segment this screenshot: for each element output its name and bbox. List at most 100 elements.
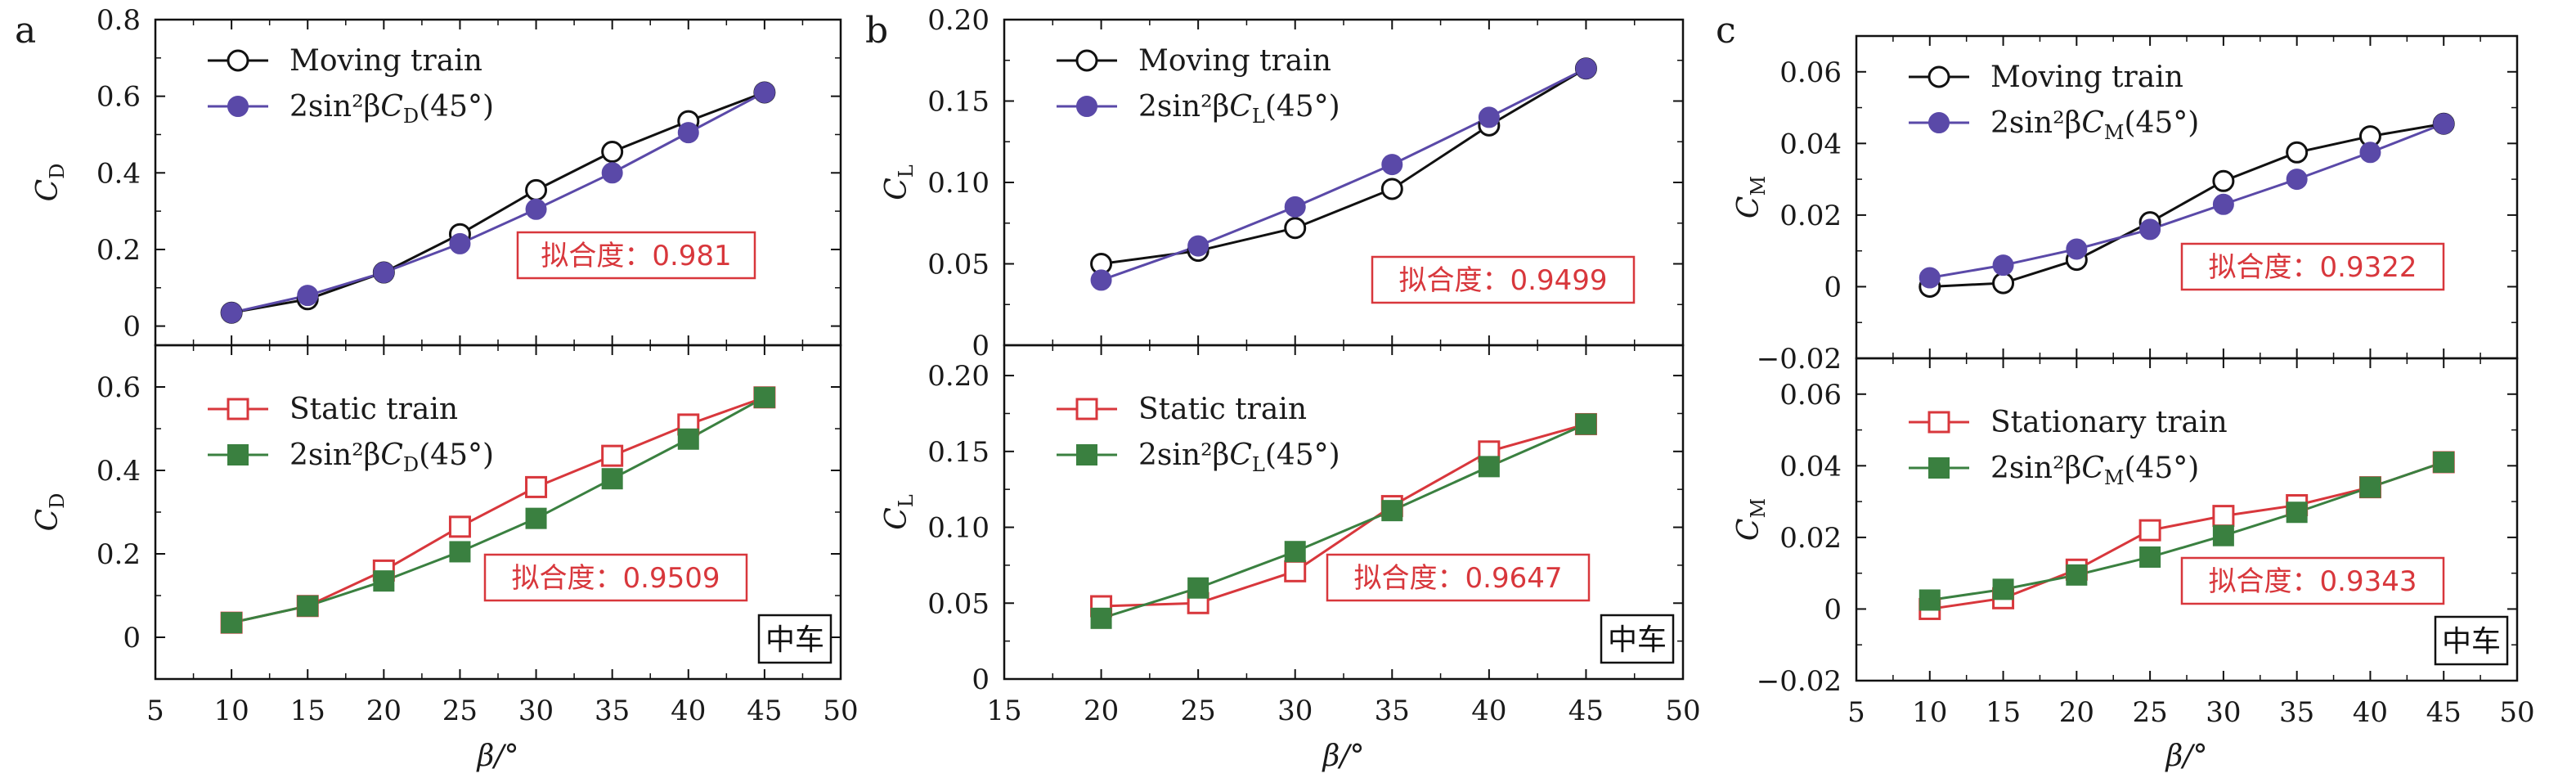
x-tick-label: 30 xyxy=(518,695,554,727)
data-point xyxy=(1992,272,2015,295)
legend-coef: C xyxy=(2081,106,2104,140)
legend-prefix: 2sin²β xyxy=(1138,90,1229,124)
legend-entry-0-marker xyxy=(1928,65,1950,88)
data-point xyxy=(297,285,319,307)
tag-label: 中车 xyxy=(765,623,824,657)
legend-entry-0-marker xyxy=(1075,398,1098,420)
y-tick-label: 0.15 xyxy=(927,86,990,119)
y-tick-label: 0.10 xyxy=(927,167,990,200)
x-tick-label: 15 xyxy=(1986,696,2021,729)
x-tick-label: 20 xyxy=(1084,695,1119,727)
plot-frame xyxy=(154,344,842,681)
x-tick-label: 40 xyxy=(1471,695,1506,727)
tag-label: 中车 xyxy=(2442,625,2501,659)
y-tick-label: 0.02 xyxy=(1779,522,1842,555)
data-point xyxy=(448,515,471,538)
legend-prefix: 2sin²β xyxy=(289,90,380,124)
y-tick-label: 0.6 xyxy=(96,371,141,404)
plot-frame xyxy=(154,18,842,347)
legend-suffix: (45°) xyxy=(2124,452,2199,485)
x-tick-label: 50 xyxy=(1665,695,1700,727)
y-tick-label: 0.04 xyxy=(1779,128,1842,160)
data-point xyxy=(1919,589,1941,611)
y-axis-label-sub: D xyxy=(46,493,69,509)
y-tick-label: 0.4 xyxy=(96,455,141,488)
data-point xyxy=(2138,519,2161,542)
data-point xyxy=(1284,217,1307,240)
data-point xyxy=(221,612,243,634)
legend-entry-0-marker xyxy=(227,49,249,72)
data-point xyxy=(525,475,548,498)
legend-entry-0-marker xyxy=(1075,49,1098,72)
legend-entry-0-label: Moving train xyxy=(1138,44,1331,78)
y-tick-label: 0.2 xyxy=(96,234,141,267)
legend-coef-sub: L xyxy=(1252,105,1265,128)
fit-box xyxy=(516,231,756,280)
fit-label: 拟合度：0.9499 xyxy=(1399,264,1608,297)
data-point xyxy=(601,468,623,490)
x-tick-label: 25 xyxy=(442,695,478,727)
x-tick-label: 45 xyxy=(1568,695,1604,727)
fit-box xyxy=(483,553,748,602)
x-tick-label: 25 xyxy=(2132,696,2167,729)
y-tick-label: 0 xyxy=(972,330,990,362)
x-tick-label: 30 xyxy=(1277,695,1313,727)
data-point xyxy=(373,262,395,284)
fit-label: 拟合度：0.9322 xyxy=(2209,251,2417,284)
legend-coef-sub: M xyxy=(2104,121,2125,144)
series-line-1 xyxy=(1929,461,2444,601)
legend-prefix: 2sin²β xyxy=(1990,106,2081,140)
legend-entry-0-label: Static train xyxy=(1138,393,1307,426)
fit-label: 拟合度：0.9647 xyxy=(1354,562,1563,595)
legend-entry-0-label: Moving train xyxy=(289,44,482,78)
data-point xyxy=(2433,451,2455,473)
legend-coef: C xyxy=(1229,438,1252,472)
legend-prefix: 2sin²β xyxy=(1138,438,1229,472)
x-tick-label: 10 xyxy=(1912,696,1947,729)
data-point xyxy=(2066,564,2088,586)
legend-suffix: (45°) xyxy=(1265,90,1340,124)
y-tick-label: 0.20 xyxy=(927,4,990,37)
legend-coef-sub: L xyxy=(1252,453,1265,476)
fit-label: 拟合度：0.9509 xyxy=(512,562,720,595)
data-point xyxy=(1090,269,1112,291)
data-point xyxy=(525,178,548,201)
x-tick-label: 5 xyxy=(1847,696,1865,729)
legend-entry-0-marker xyxy=(227,398,249,420)
y-axis-label-main: C xyxy=(1732,196,1766,219)
legend-suffix: (45°) xyxy=(2124,106,2199,140)
series-line-1 xyxy=(231,396,765,624)
tag-box xyxy=(2434,615,2509,666)
x-tick-label: 50 xyxy=(823,695,858,727)
data-point xyxy=(1187,577,1209,599)
y-tick-label: 0.4 xyxy=(96,157,141,190)
legend-suffix: (45°) xyxy=(419,438,494,472)
x-tick-label: 35 xyxy=(1375,695,1410,727)
y-tick-label: 0.06 xyxy=(1779,379,1842,411)
legend-entry-1-label: 2sin²βCM(45°) xyxy=(1990,106,2199,144)
series-line-1 xyxy=(1101,423,1587,620)
data-point xyxy=(753,386,775,408)
x-tick-label: 15 xyxy=(986,695,1021,727)
y-axis-label-sub: D xyxy=(46,164,69,179)
data-point xyxy=(601,444,624,467)
data-point xyxy=(2212,193,2234,215)
y-tick-label: 0.10 xyxy=(927,512,990,545)
data-point xyxy=(677,428,699,450)
fit-box xyxy=(1326,553,1591,602)
legend-coef: C xyxy=(2081,452,2104,485)
x-tick-label: 40 xyxy=(671,695,706,727)
legend-coef: C xyxy=(380,438,403,472)
data-point xyxy=(449,541,471,563)
data-point xyxy=(1992,578,2014,600)
fit-box xyxy=(2180,242,2445,291)
legend-prefix: 2sin²β xyxy=(289,438,380,472)
x-axis-label: β/° xyxy=(2165,740,2208,773)
data-point xyxy=(2286,141,2309,164)
y-axis-label-main: C xyxy=(31,509,65,532)
data-point xyxy=(1992,254,2014,277)
